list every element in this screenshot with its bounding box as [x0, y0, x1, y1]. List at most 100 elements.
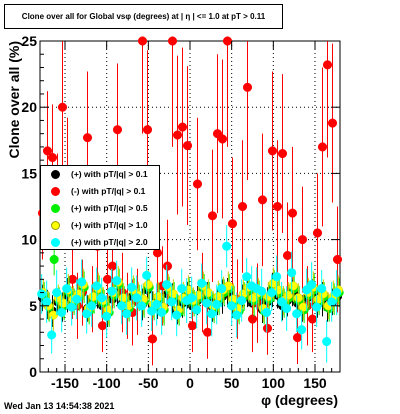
data-point: [87, 301, 97, 311]
legend-entry: (+) with pT/|q| > 0.1: [41, 166, 161, 183]
data-point: [267, 146, 278, 156]
data-point: [262, 323, 273, 333]
data-point: [102, 311, 112, 321]
data-point: [202, 298, 212, 308]
data-point: [82, 133, 93, 143]
data-point: [117, 301, 127, 311]
data-point: [332, 288, 342, 298]
data-point: [322, 336, 332, 347]
data-point: [257, 286, 267, 296]
data-point: [282, 250, 293, 261]
data-point: [293, 293, 303, 303]
legend-entry: (+) with pT/|q| > 2.0: [41, 234, 161, 251]
data-point: [292, 333, 303, 343]
data-point: [237, 295, 247, 306]
data-point: [322, 60, 333, 70]
data-point: [212, 299, 222, 310]
data-point: [97, 293, 107, 303]
legend-marker-1: [51, 187, 60, 196]
data-point: [307, 280, 317, 290]
data-point: [332, 254, 343, 265]
y-axis-label: Clone over all (%): [6, 41, 22, 158]
data-point: [177, 284, 187, 294]
data-point: [72, 294, 82, 304]
legend-entry: (+) with pT/|q| > 1.0: [41, 217, 161, 234]
legend-label: (+) with pT/|q| > 2.0: [71, 237, 148, 247]
legend-label: (-) with pT/|q| > 0.1: [71, 186, 146, 196]
data-point: [247, 314, 258, 324]
data-point: [197, 278, 207, 288]
data-point: [82, 309, 92, 319]
x-tick-label: 100: [262, 375, 286, 391]
data-point: [287, 268, 297, 278]
data-point: [262, 307, 272, 317]
data-point: [112, 276, 122, 286]
data-point: [327, 297, 337, 307]
data-point: [297, 235, 308, 245]
data-point: [42, 146, 53, 156]
data-point: [142, 125, 153, 135]
data-point: [317, 142, 328, 152]
data-point: [292, 309, 302, 319]
legend-entry: (+) with pT/|q| > 0.5: [41, 200, 161, 217]
data-point: [157, 307, 167, 317]
data-point: [42, 297, 52, 307]
x-tick-label: 50: [224, 375, 240, 391]
data-point: [222, 241, 232, 251]
data-point: [207, 211, 218, 221]
data-point: [142, 270, 152, 280]
legend-marker-0: [51, 170, 60, 179]
y-tick-label: 15: [21, 165, 37, 181]
chart-title-box: Clone over all for Global vsφ (degrees) …: [4, 4, 283, 29]
data-point: [172, 130, 183, 140]
data-point: [217, 284, 227, 294]
data-point: [77, 277, 87, 287]
x-tick-label: 150: [303, 375, 327, 391]
data-point: [137, 301, 147, 311]
data-point: [232, 310, 242, 320]
x-axis-label: φ (degrees): [261, 392, 338, 408]
data-point: [312, 228, 323, 238]
data-point: [192, 179, 203, 189]
data-point: [172, 310, 182, 320]
data-point: [52, 288, 62, 298]
data-point: [207, 309, 217, 319]
data-point: [187, 293, 197, 303]
data-point: [107, 261, 118, 271]
data-point: [147, 306, 157, 316]
legend-marker-4: [51, 238, 60, 247]
data-point: [272, 201, 283, 212]
data-point: [47, 152, 58, 163]
series-group: [37, 225, 342, 363]
data-point: [217, 134, 228, 144]
data-point: [267, 288, 277, 298]
x-tick-label: -50: [138, 375, 158, 391]
y-tick-label: 20: [21, 99, 37, 115]
data-point: [282, 303, 292, 313]
data-point: [222, 36, 233, 46]
data-point: [127, 282, 137, 292]
x-tick-label: 0: [186, 375, 194, 391]
x-tick-label: -100: [93, 375, 121, 391]
data-point: [187, 321, 198, 331]
data-point: [67, 302, 77, 312]
legend-label: (+) with pT/|q| > 1.0: [71, 220, 148, 230]
data-point: [227, 219, 238, 229]
data-point: [227, 301, 237, 311]
data-point: [257, 195, 268, 205]
data-point: [307, 314, 318, 324]
data-point: [137, 36, 148, 46]
data-point: [242, 272, 252, 282]
data-point: [147, 334, 158, 344]
data-point: [288, 281, 298, 291]
legend-marker-3: [51, 221, 60, 230]
data-point: [317, 284, 327, 294]
data-point: [272, 272, 282, 282]
data-point: [277, 297, 287, 307]
y-tick-label: 10: [21, 232, 37, 248]
data-point: [242, 82, 253, 92]
data-point: [57, 307, 67, 317]
y-tick-label: 5: [29, 298, 37, 314]
data-point: [162, 261, 173, 271]
